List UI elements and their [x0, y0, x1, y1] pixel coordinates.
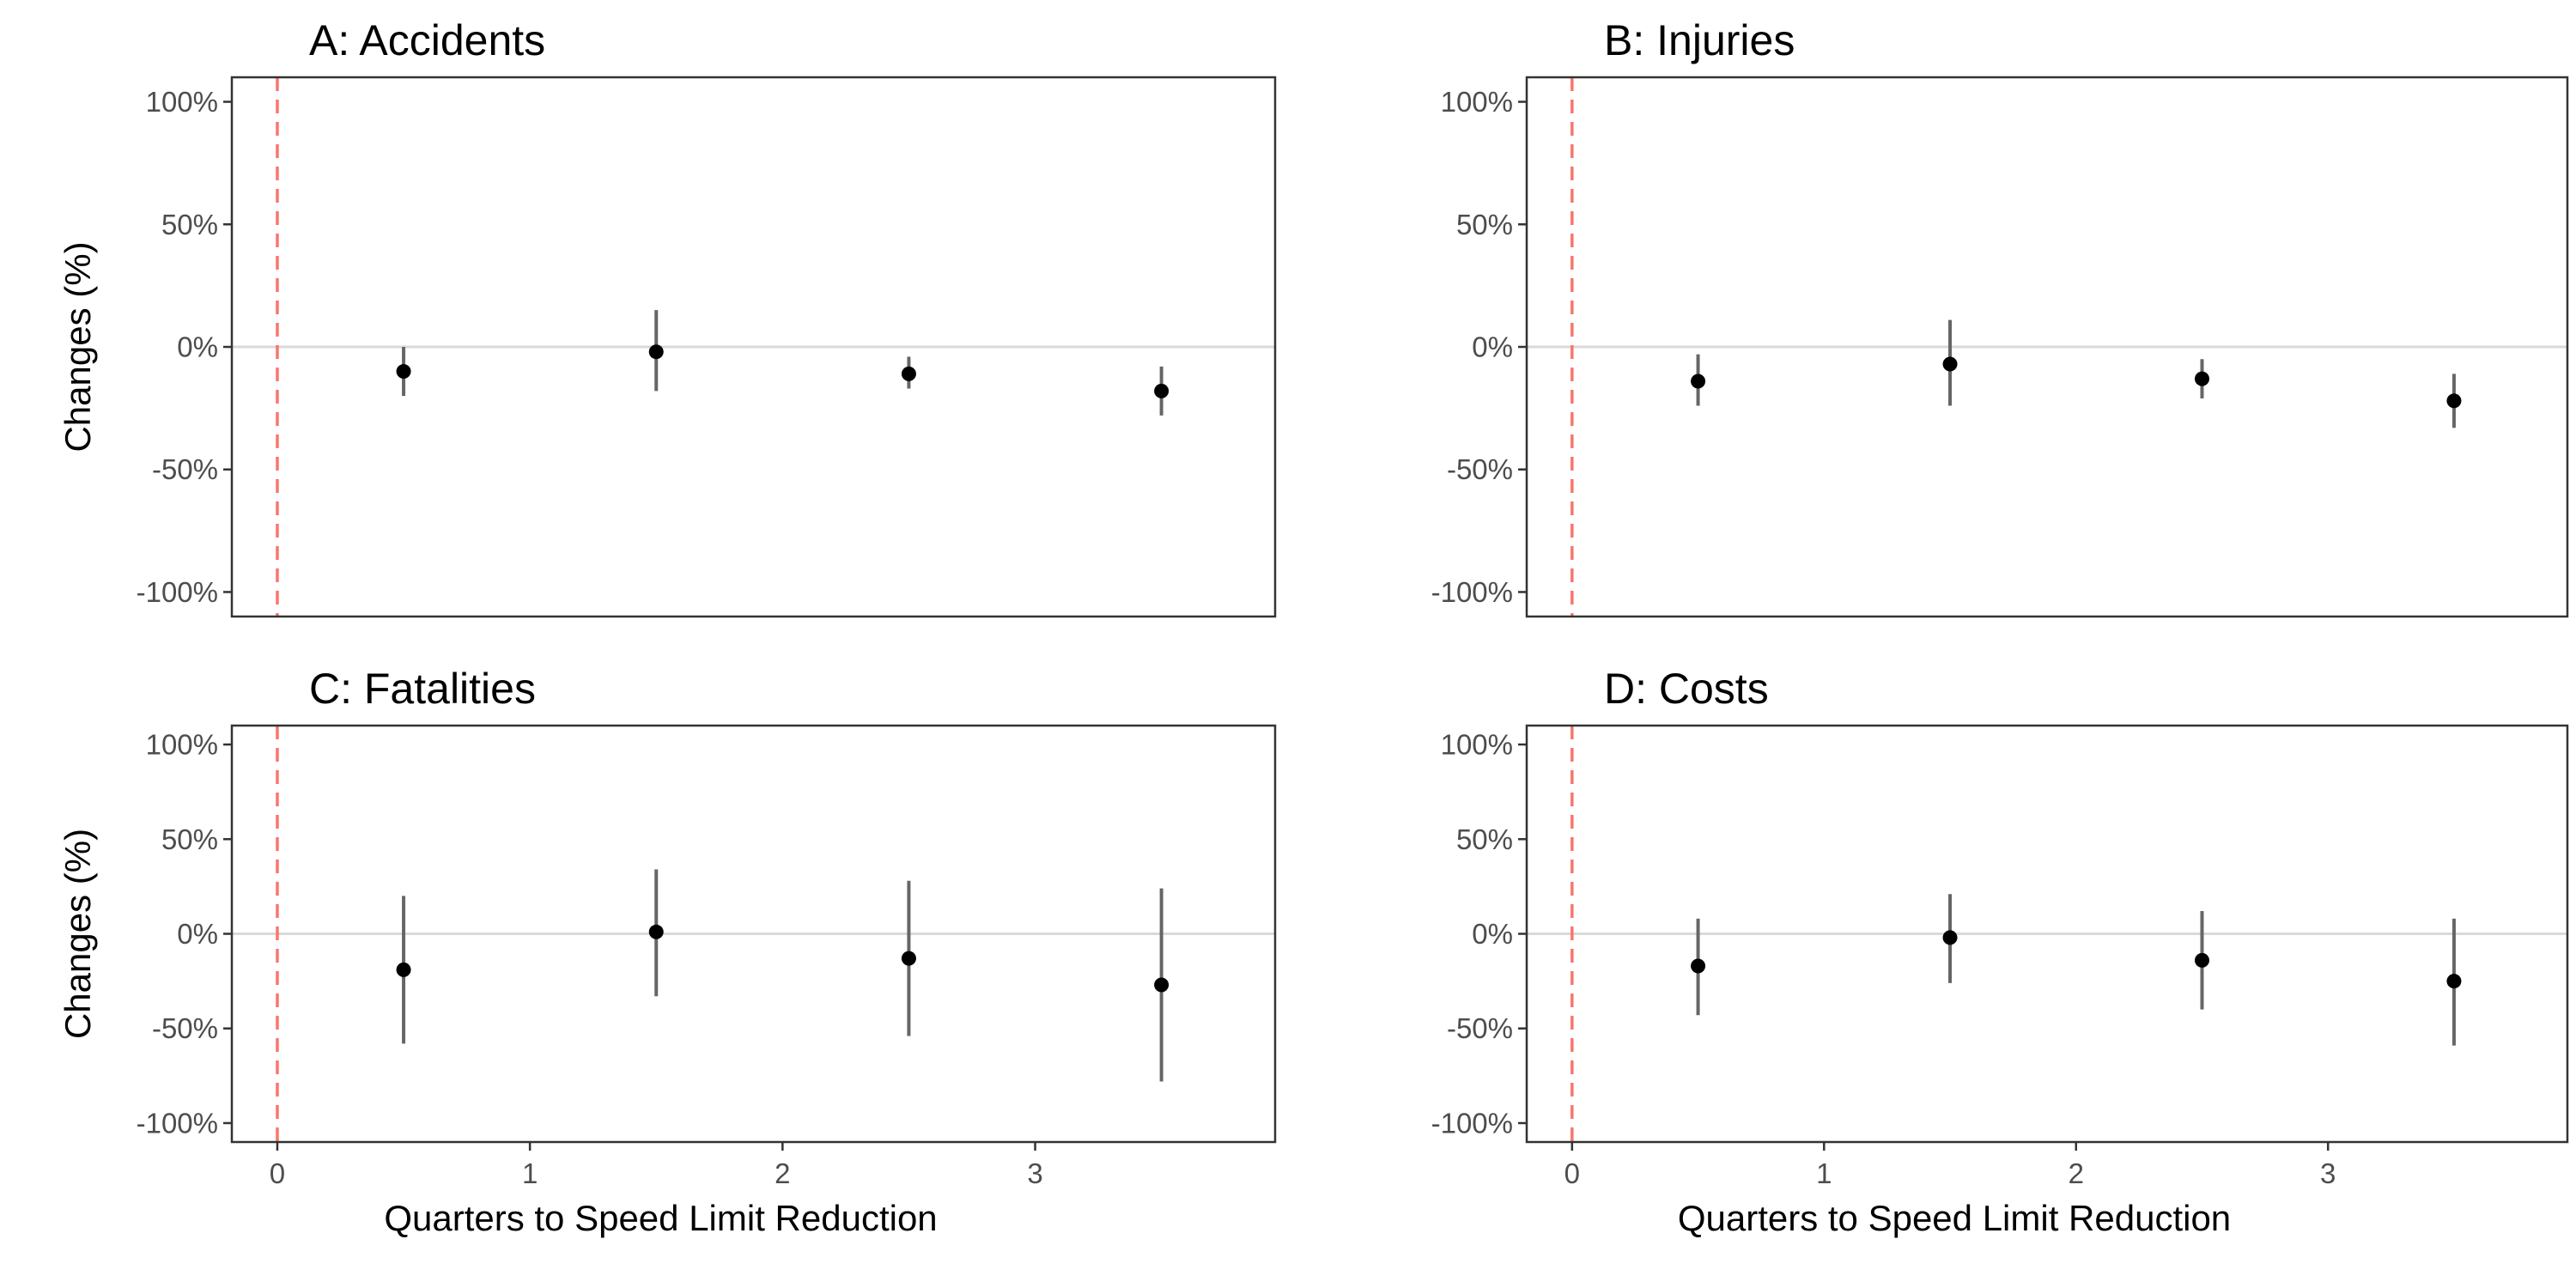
data-point	[901, 366, 916, 381]
y-tick-label: 100%	[146, 729, 218, 761]
panel-3: 100% 50% 0% -50% -100% 0 1 2 3 C: Fatalities Chang…	[58, 665, 1277, 1238]
y-tick-label: 100%	[146, 86, 218, 118]
data-point	[1691, 958, 1706, 974]
y-tick-label: -50%	[1447, 453, 1513, 485]
data-point	[2446, 974, 2462, 989]
y-tick-label: 0%	[177, 918, 218, 950]
data-point	[648, 344, 664, 360]
y-tick-label: -100%	[137, 1107, 218, 1139]
x-tick-label: 2	[775, 1157, 790, 1189]
y-tick-label: -100%	[1431, 1107, 1513, 1139]
panel-4: 100% 50% 0% -50% -100% 0 1 2 3 D: Costs Quarters t…	[1431, 665, 2569, 1238]
data-point	[648, 924, 664, 939]
panel-title: C: Fatalities	[309, 665, 536, 713]
y-tick-label: -50%	[152, 1012, 218, 1044]
data-point	[1942, 930, 1958, 945]
data-point	[1154, 383, 1170, 398]
panel-title: B: Injuries	[1604, 16, 1795, 64]
x-tick-label: 0	[270, 1157, 285, 1189]
y-tick-label: 0%	[1472, 918, 1513, 950]
y-tick-label: 100%	[1441, 729, 1513, 761]
data-point	[2194, 371, 2209, 386]
y-tick-label: 0%	[1472, 331, 1513, 363]
x-tick-label: 3	[2320, 1157, 2336, 1189]
panel-2: 100% 50% 0% -50% -100% B: Injuries	[1431, 16, 2569, 618]
data-point	[2446, 393, 2462, 409]
y-tick-label: -100%	[137, 576, 218, 608]
y-tick-label: -50%	[1447, 1012, 1513, 1044]
y-tick-label: 50%	[1456, 209, 1513, 240]
x-tick-label: 1	[522, 1157, 538, 1189]
panel-title: D: Costs	[1604, 665, 1769, 713]
data-point	[1942, 356, 1958, 372]
y-tick-label: 0%	[177, 331, 218, 363]
data-point	[396, 962, 411, 977]
data-point	[396, 364, 411, 380]
x-axis-title: Quarters to Speed Limit Reduction	[384, 1198, 937, 1238]
y-tick-label: 50%	[1456, 823, 1513, 855]
panel-1: 100% 50% 0% -50% -100% A: Accidents Changes (%…	[58, 16, 1277, 618]
data-point	[1154, 977, 1170, 993]
x-tick-label: 2	[2069, 1157, 2084, 1189]
data-point	[2194, 952, 2209, 968]
y-tick-label: 50%	[161, 823, 218, 855]
data-point	[1691, 374, 1706, 389]
x-tick-label: 3	[1027, 1157, 1042, 1189]
x-tick-label: 1	[1816, 1157, 1832, 1189]
y-tick-label: -100%	[1431, 576, 1513, 608]
x-axis-title: Quarters to Speed Limit Reduction	[1678, 1198, 2231, 1238]
y-axis-title: Changes (%)	[58, 829, 98, 1039]
data-point	[901, 951, 916, 966]
x-tick-label: 0	[1564, 1157, 1580, 1189]
y-tick-label: -50%	[152, 453, 218, 485]
y-tick-label: 50%	[161, 209, 218, 240]
y-axis-title: Changes (%)	[58, 241, 98, 452]
y-tick-label: 100%	[1441, 86, 1513, 118]
panel-title: A: Accidents	[309, 16, 545, 64]
